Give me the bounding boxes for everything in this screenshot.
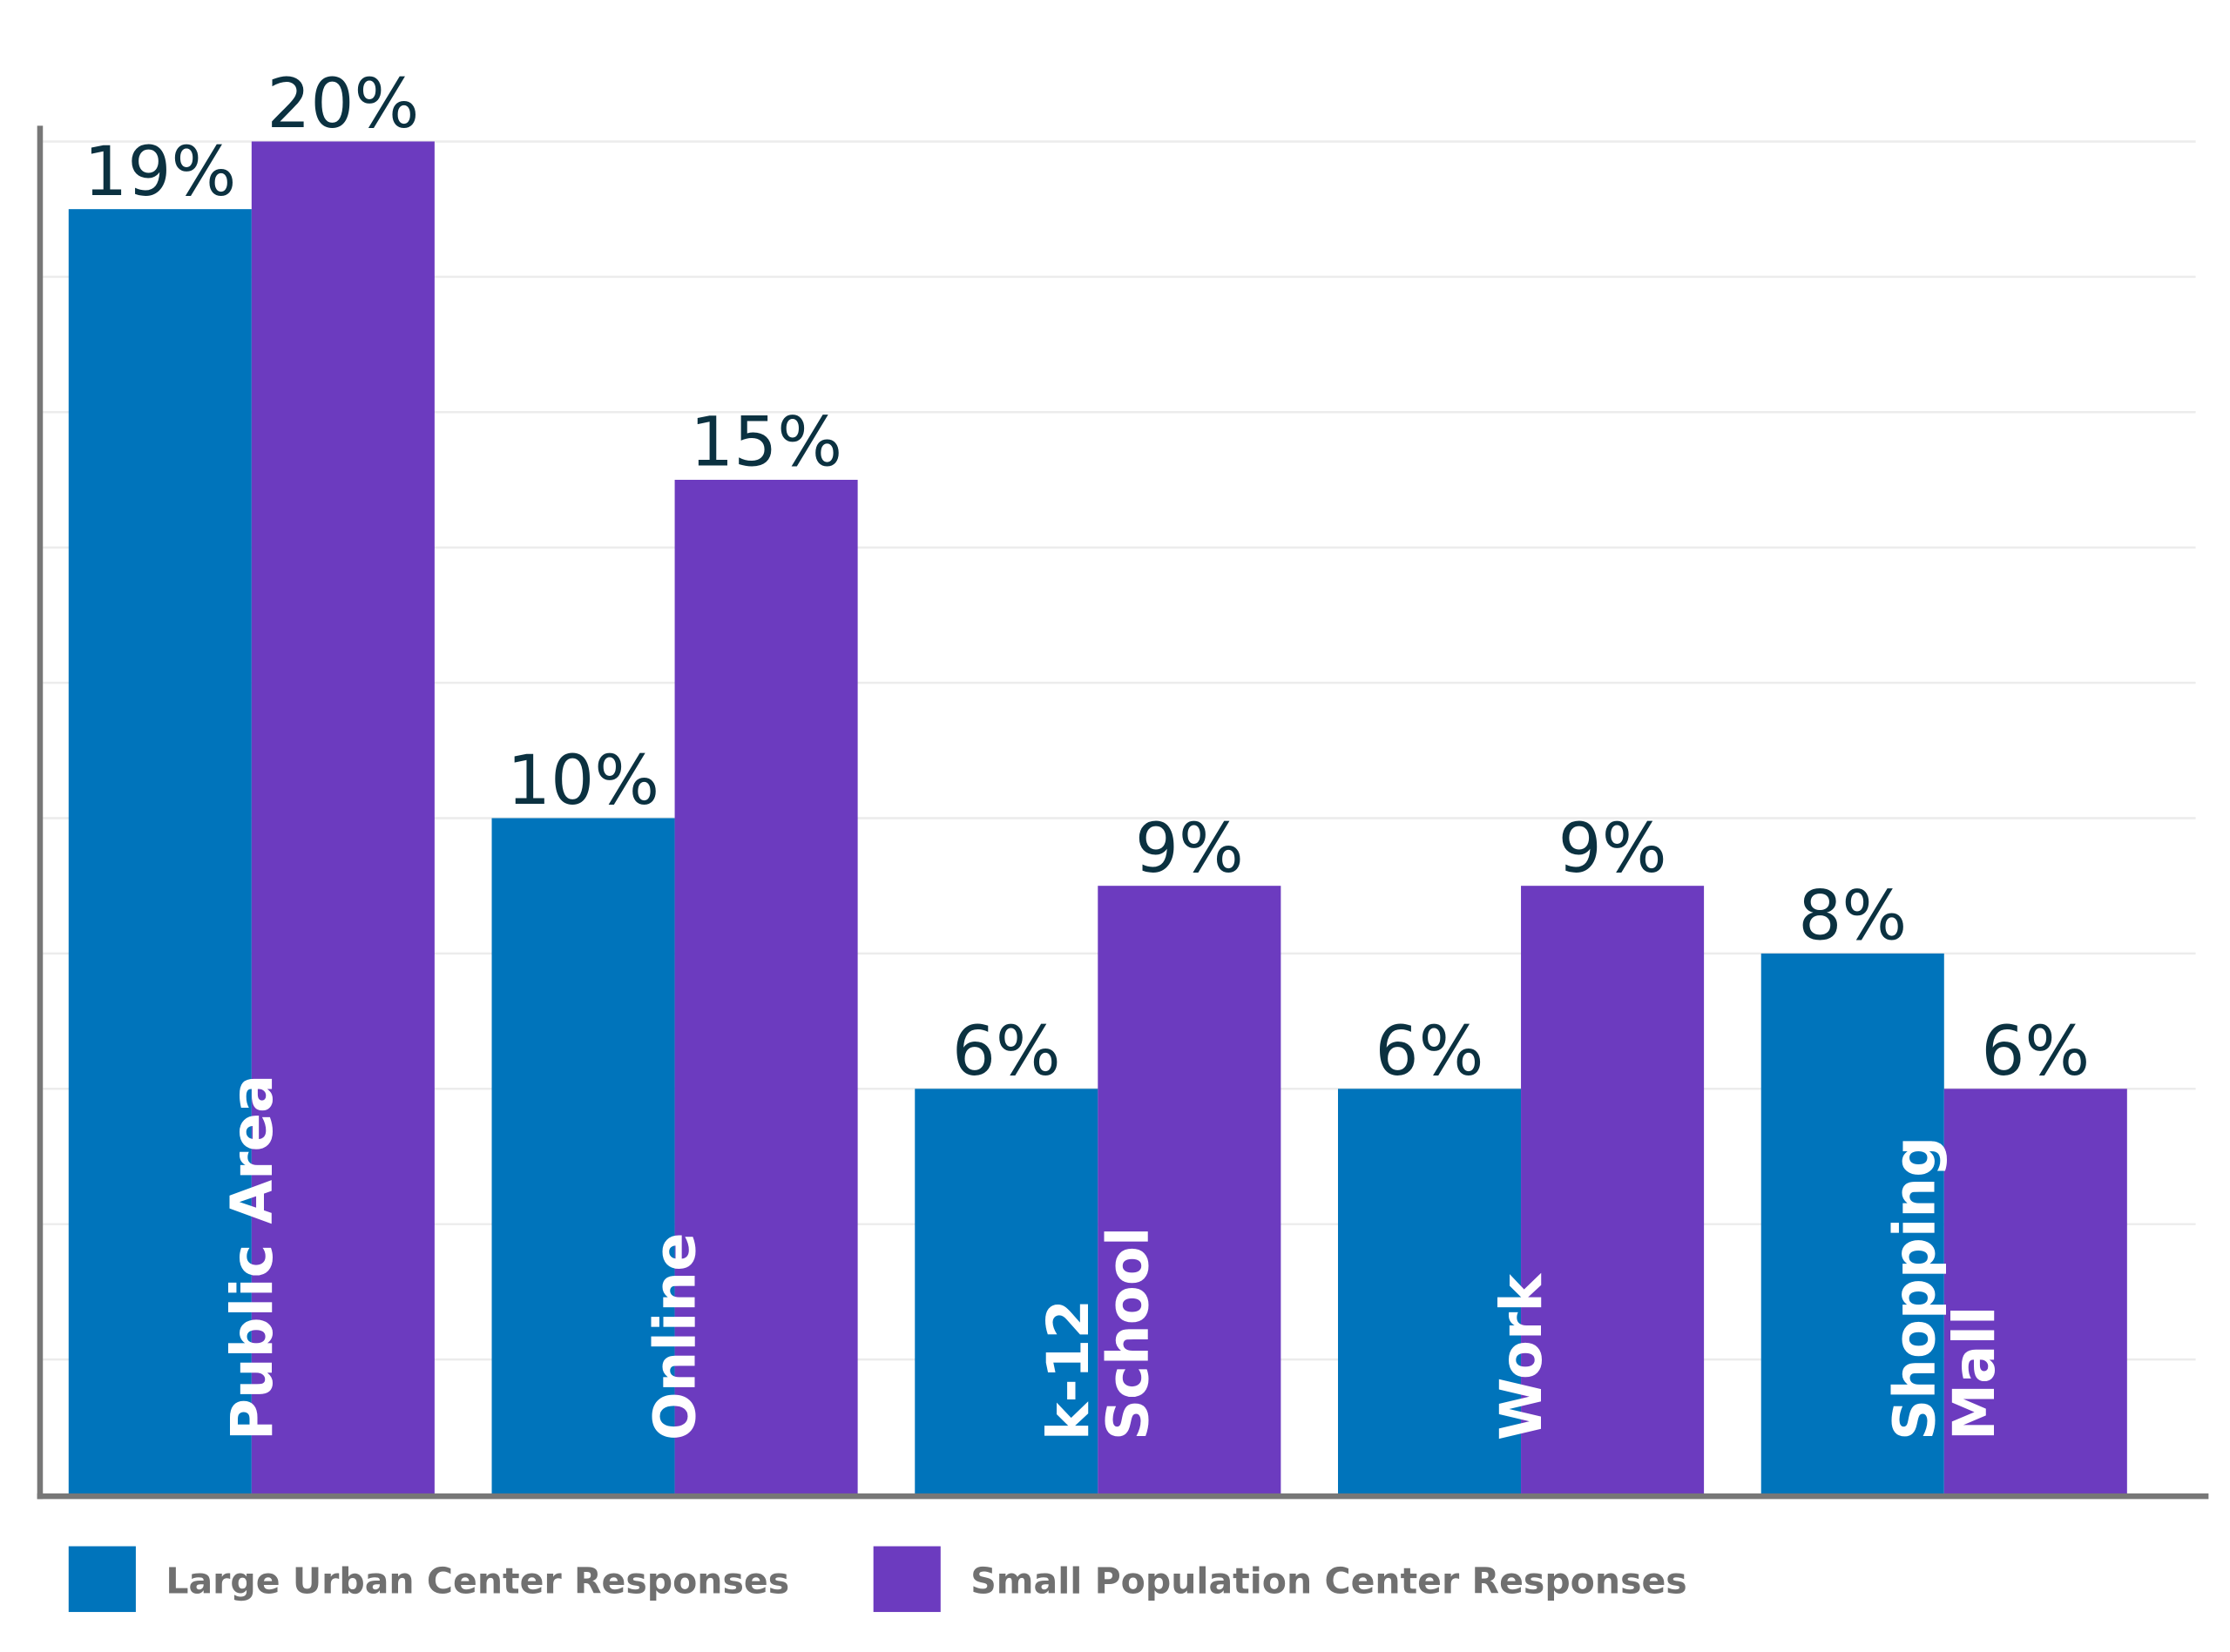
value-label: 20% [267, 64, 419, 144]
bar-large-urban [68, 209, 252, 1497]
bar-small-population [674, 479, 858, 1497]
legend-swatch-large-urban [68, 1546, 136, 1613]
bar-small-population [1943, 1089, 2127, 1497]
value-label: 15% [690, 402, 842, 482]
category-label: School [1096, 1227, 1162, 1441]
legend-swatch-small-population [873, 1546, 941, 1613]
bars [68, 141, 2127, 1497]
value-label: 6% [1375, 1011, 1484, 1091]
bar-small-population [1521, 886, 1705, 1497]
legend: Large Urban Center Responses Small Popul… [68, 1546, 1687, 1613]
category-label: Work [1489, 1273, 1555, 1440]
bar-large-urban [915, 1089, 1098, 1497]
bar-small-population [251, 141, 435, 1497]
bar-small-population [1098, 886, 1281, 1497]
category-label: Mall [1942, 1306, 2008, 1441]
category-label: Public Area [220, 1075, 286, 1440]
category-label: k-12 [1036, 1299, 1102, 1440]
value-label: 6% [952, 1011, 1061, 1091]
category-label: Online [643, 1232, 709, 1440]
category-label: Shopping [1882, 1136, 1948, 1440]
value-label: 19% [84, 131, 236, 212]
legend-label-small-population: Small Population Center Responses [970, 1561, 1686, 1602]
value-label: 6% [1981, 1011, 2090, 1091]
legend-label-large-urban: Large Urban Center Responses [166, 1561, 789, 1602]
bar-large-urban [491, 818, 675, 1497]
value-label: 9% [1558, 808, 1667, 888]
value-label: 9% [1135, 808, 1244, 888]
value-label: 10% [507, 740, 659, 820]
value-labels: 19% 10% 6% 6% 8% 20% 15% 9% 9% 6% [84, 64, 2090, 1091]
bar-large-urban [1337, 1089, 1522, 1497]
bar-large-urban [1760, 953, 1944, 1497]
value-label: 8% [1798, 875, 1907, 955]
